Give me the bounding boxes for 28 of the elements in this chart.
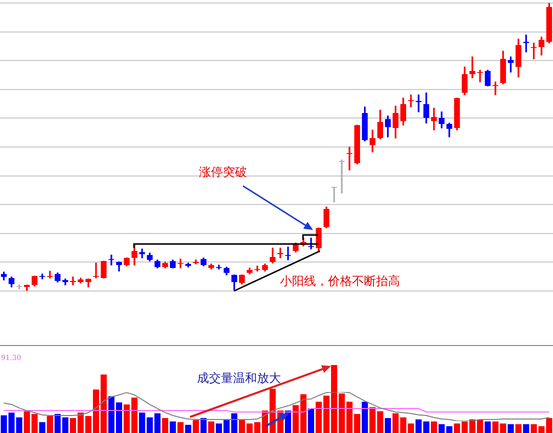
bar (523, 424, 530, 433)
bar (192, 420, 199, 433)
bar (170, 421, 176, 433)
bar (362, 402, 368, 433)
bar (162, 418, 168, 433)
bar (384, 418, 391, 433)
bar (177, 422, 184, 433)
bar (39, 422, 46, 433)
candlestick (431, 108, 437, 130)
bar (200, 418, 207, 433)
candlestick (477, 70, 483, 82)
bar (208, 421, 214, 433)
candlestick (285, 246, 291, 260)
bar (185, 424, 192, 433)
annotation: 成交量温和放大 (197, 370, 281, 387)
bar (308, 408, 314, 433)
candlestick (93, 262, 99, 278)
bar (46, 416, 53, 433)
bar (430, 421, 438, 433)
candlestick (346, 146, 352, 170)
candlestick (308, 238, 314, 250)
annotation: 小阳线，价格不断抬高 (280, 273, 400, 290)
candlestick (47, 270, 53, 278)
bar (484, 421, 491, 433)
bar (508, 424, 514, 433)
annotation: 涨停突破 (199, 164, 247, 181)
candlestick (178, 258, 184, 268)
bar (515, 424, 522, 433)
